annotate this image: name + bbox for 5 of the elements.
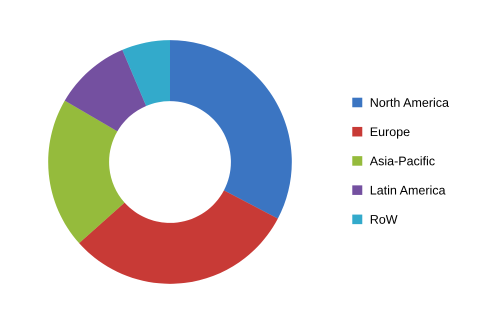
legend-label: Asia-Pacific [370, 156, 435, 166]
legend-label: North America [370, 98, 449, 107]
legend-label: RoW [370, 215, 398, 224]
legend-label: Latin America [370, 185, 446, 195]
legend-label: Europe [370, 127, 410, 139]
